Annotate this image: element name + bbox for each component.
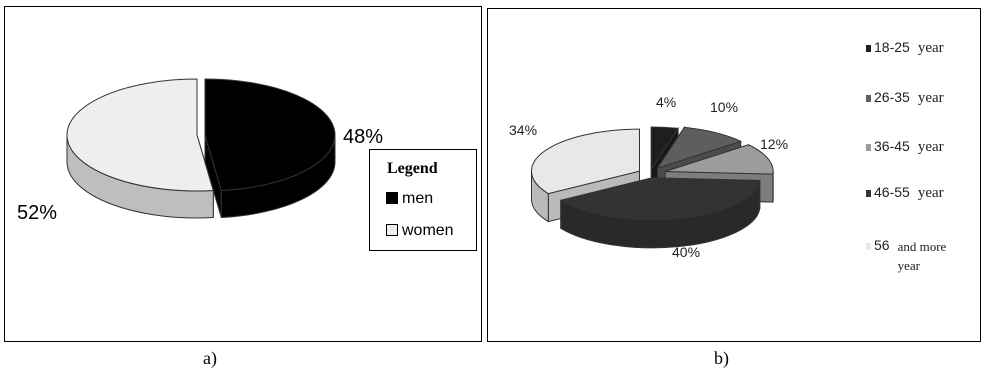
chart-b-legend-label-18-25: 18-25 <box>874 39 910 55</box>
slice-46-55-top <box>559 177 761 221</box>
chart-b-legend-unit-56: and more year <box>897 239 947 273</box>
chart-b-legend-unit-18-25: year <box>917 40 944 56</box>
chart-b-legend-item-36-45: 36-45 year <box>866 138 944 156</box>
data-label-18-25: 4% <box>656 94 676 110</box>
slice-46-55 <box>559 177 761 249</box>
slice-36-45-top <box>665 144 774 175</box>
chart-b-legend-unit-26-35: year <box>917 90 944 106</box>
chart-b-legend-item-18-25: 18-25 year <box>866 39 944 57</box>
chart-b-legend-unit-36-45: year <box>917 139 944 155</box>
chart-a-legend-label-men: men <box>402 190 434 207</box>
chart-b-legend-item-46-55: 46-55 year <box>866 184 944 202</box>
chart-b-legend-swatch-56 <box>866 243 871 250</box>
data-label-36-45: 12% <box>760 136 788 152</box>
data-label-46-55: 40% <box>672 244 700 260</box>
chart-b-svg: 4% 10% 12% 40% 34% <box>509 94 788 260</box>
data-label-women: 52% <box>17 202 57 224</box>
chart-b-legend-swatch-18-25 <box>866 45 871 52</box>
chart-a-legend-swatch-men <box>386 192 398 204</box>
chart-a-legend-item-men: men <box>386 190 433 208</box>
data-label-men: 48% <box>343 126 383 148</box>
chart-a-legend-label-women: women <box>402 222 454 239</box>
chart-a-panel: 48% 52% Legend men women <box>4 6 482 342</box>
slice-men-top <box>204 78 336 192</box>
slice-women-top <box>66 78 214 192</box>
chart-b-legend-swatch-36-45 <box>866 144 871 151</box>
chart-b-legend-unit-46-55: year <box>917 185 944 201</box>
data-label-26-35: 10% <box>710 99 738 115</box>
chart-b-legend-label-46-55: 46-55 <box>874 184 910 200</box>
slice-women <box>66 78 214 219</box>
chart-a-legend-swatch-women <box>386 224 398 236</box>
chart-b-legend-item-56: 56 and more year <box>866 237 958 275</box>
chart-b-legend-item-26-35: 26-35 year <box>866 89 944 107</box>
chart-a-legend-item-women: women <box>386 222 454 240</box>
chart-a-legend-title: Legend <box>387 160 438 177</box>
chart-b-legend-swatch-46-55 <box>866 190 871 197</box>
chart-a-caption: a) <box>203 348 217 368</box>
chart-b-legend-label-26-35: 26-35 <box>874 89 910 105</box>
slice-men <box>204 78 336 219</box>
chart-a-legend: Legend men women <box>369 149 477 251</box>
chart-b-legend-label-56: 56 <box>874 237 890 253</box>
chart-a-svg: 48% 52% <box>17 78 383 224</box>
chart-b-caption: b) <box>714 348 729 368</box>
data-label-56: 34% <box>509 122 537 138</box>
chart-b-legend-swatch-26-35 <box>866 95 871 102</box>
slice-56-top <box>530 128 640 195</box>
slice-18-25-top <box>650 126 679 171</box>
chart-b-legend-label-36-45: 36-45 <box>874 138 910 154</box>
slice-26-35-top <box>656 126 743 170</box>
chart-b-panel: 4% 10% 12% 40% 34% 18-25 year 26-35 year 36-45… <box>487 8 981 342</box>
